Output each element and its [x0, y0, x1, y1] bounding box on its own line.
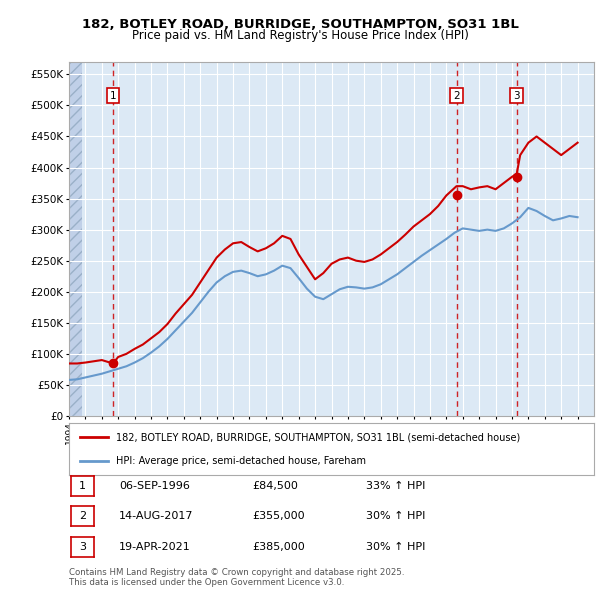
Text: 06-SEP-1996: 06-SEP-1996	[119, 481, 190, 490]
Text: £355,000: £355,000	[252, 512, 305, 521]
Text: Contains HM Land Registry data © Crown copyright and database right 2025.
This d: Contains HM Land Registry data © Crown c…	[69, 568, 404, 587]
Text: 2: 2	[453, 91, 460, 100]
Text: 19-APR-2021: 19-APR-2021	[119, 542, 191, 552]
Text: 182, BOTLEY ROAD, BURRIDGE, SOUTHAMPTON, SO31 1BL (semi-detached house): 182, BOTLEY ROAD, BURRIDGE, SOUTHAMPTON,…	[116, 432, 521, 442]
Text: HPI: Average price, semi-detached house, Fareham: HPI: Average price, semi-detached house,…	[116, 456, 366, 466]
Text: £84,500: £84,500	[252, 481, 298, 490]
Text: 3: 3	[79, 542, 86, 552]
Text: 1: 1	[110, 91, 116, 100]
Text: Price paid vs. HM Land Registry's House Price Index (HPI): Price paid vs. HM Land Registry's House …	[131, 30, 469, 42]
Text: 2: 2	[79, 512, 86, 521]
Text: 33% ↑ HPI: 33% ↑ HPI	[366, 481, 425, 490]
Text: £385,000: £385,000	[252, 542, 305, 552]
Text: 182, BOTLEY ROAD, BURRIDGE, SOUTHAMPTON, SO31 1BL: 182, BOTLEY ROAD, BURRIDGE, SOUTHAMPTON,…	[82, 18, 518, 31]
Text: 3: 3	[514, 91, 520, 100]
Text: 30% ↑ HPI: 30% ↑ HPI	[366, 512, 425, 521]
Text: 30% ↑ HPI: 30% ↑ HPI	[366, 542, 425, 552]
Text: 14-AUG-2017: 14-AUG-2017	[119, 512, 193, 521]
Text: 1: 1	[79, 481, 86, 490]
